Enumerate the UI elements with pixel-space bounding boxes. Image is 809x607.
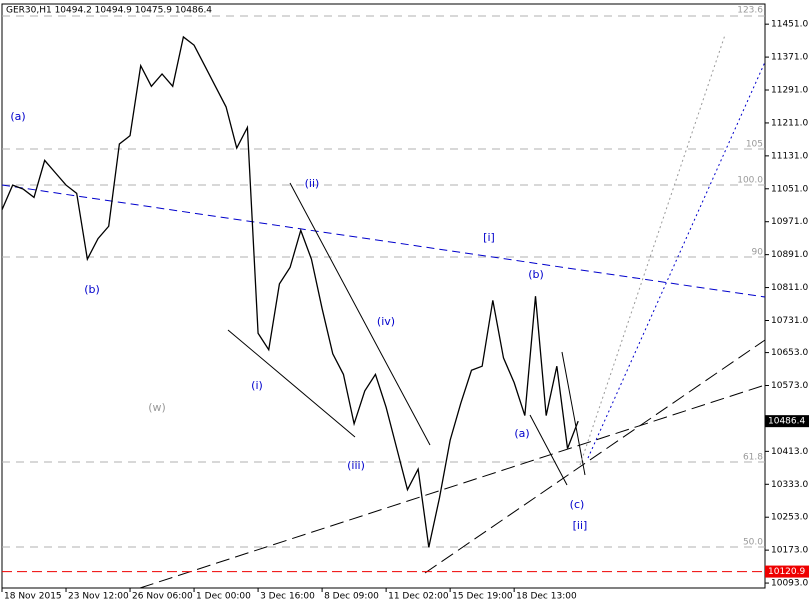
wave-label: (c) [570,498,585,511]
y-tick-label: 11211.0 [771,118,808,128]
chart-title: GER30,H1 10494.2 10494.9 10475.9 10486.4 [6,6,212,16]
x-tick-label: 18 Dec 13:00 [516,592,577,602]
x-tick-label: 18 Nov 2015 [4,592,62,602]
plot-frame [1,3,766,589]
wave-label: [ii] [573,519,588,532]
wave-label: (b) [528,268,544,281]
fib-lines [2,15,765,548]
y-tick-label: 11371.0 [771,53,808,63]
wave-label: (a) [10,110,25,123]
y-tick-label: 11291.0 [771,86,808,96]
fib-label: 50.0 [743,538,763,548]
fib-label: 90 [752,248,764,258]
price-line [1,35,579,548]
price-label: 10486.4 [768,417,805,427]
x-tick-label: 11 Dec 02:00 [388,592,449,602]
x-tick-label: 23 Nov 12:00 [68,592,129,602]
trend-line [139,384,766,589]
y-tick-label: 10333.0 [771,480,808,490]
y-tick-label: 10413.0 [771,447,808,457]
fib-label: 123.6 [737,6,763,16]
trend-line [289,182,431,446]
low-label-box [765,565,809,578]
y-tick-label: 10971.0 [771,217,808,227]
fib-label: 61.8 [743,453,763,463]
wave-label: (a) [514,427,529,440]
trend-lines [1,34,766,589]
x-tick-label: 1 Dec 00:00 [196,592,251,602]
y-tick-label: 10173.0 [771,546,808,556]
low-label: 10120.9 [768,567,805,577]
fib-label: 100.0 [737,176,763,186]
y-tick-label: 11051.0 [771,184,808,194]
x-tick-label: 26 Nov 06:00 [132,592,193,602]
y-tick-label: 10093.0 [771,579,808,589]
y-tick-label: 11131.0 [771,151,808,161]
x-tick-label: 3 Dec 16:00 [260,592,315,602]
y-tick-label: 10811.0 [771,283,808,293]
projection-line [587,61,766,459]
trend-line [529,414,568,486]
channel-line [1,184,766,298]
trend-line [561,351,586,476]
wave-label: (iii) [347,459,365,472]
wave-label: (iv) [377,315,395,328]
wave-label: (w) [148,401,166,414]
y-tick-label: 11451.0 [771,20,808,30]
x-tick-label: 15 Dec 19:00 [452,592,513,602]
projection-line [579,34,726,466]
y-tick-label: 10653.0 [771,348,808,358]
trend-line [227,329,356,438]
price-label-box [765,415,809,428]
wave-label: (ii) [305,177,320,190]
x-tick-label: 8 Dec 09:00 [324,592,379,602]
wave-label: (b) [84,283,100,296]
y-tick-label: 10731.0 [771,316,808,326]
y-tick-label: 10573.0 [771,381,808,391]
y-tick-label: 10891.0 [771,250,808,260]
wave-label: [i] [483,231,495,244]
wave-label: (i) [251,379,263,392]
trend-line [424,339,766,574]
fib-label: 105 [746,140,763,150]
y-tick-label: 10253.0 [771,513,808,523]
